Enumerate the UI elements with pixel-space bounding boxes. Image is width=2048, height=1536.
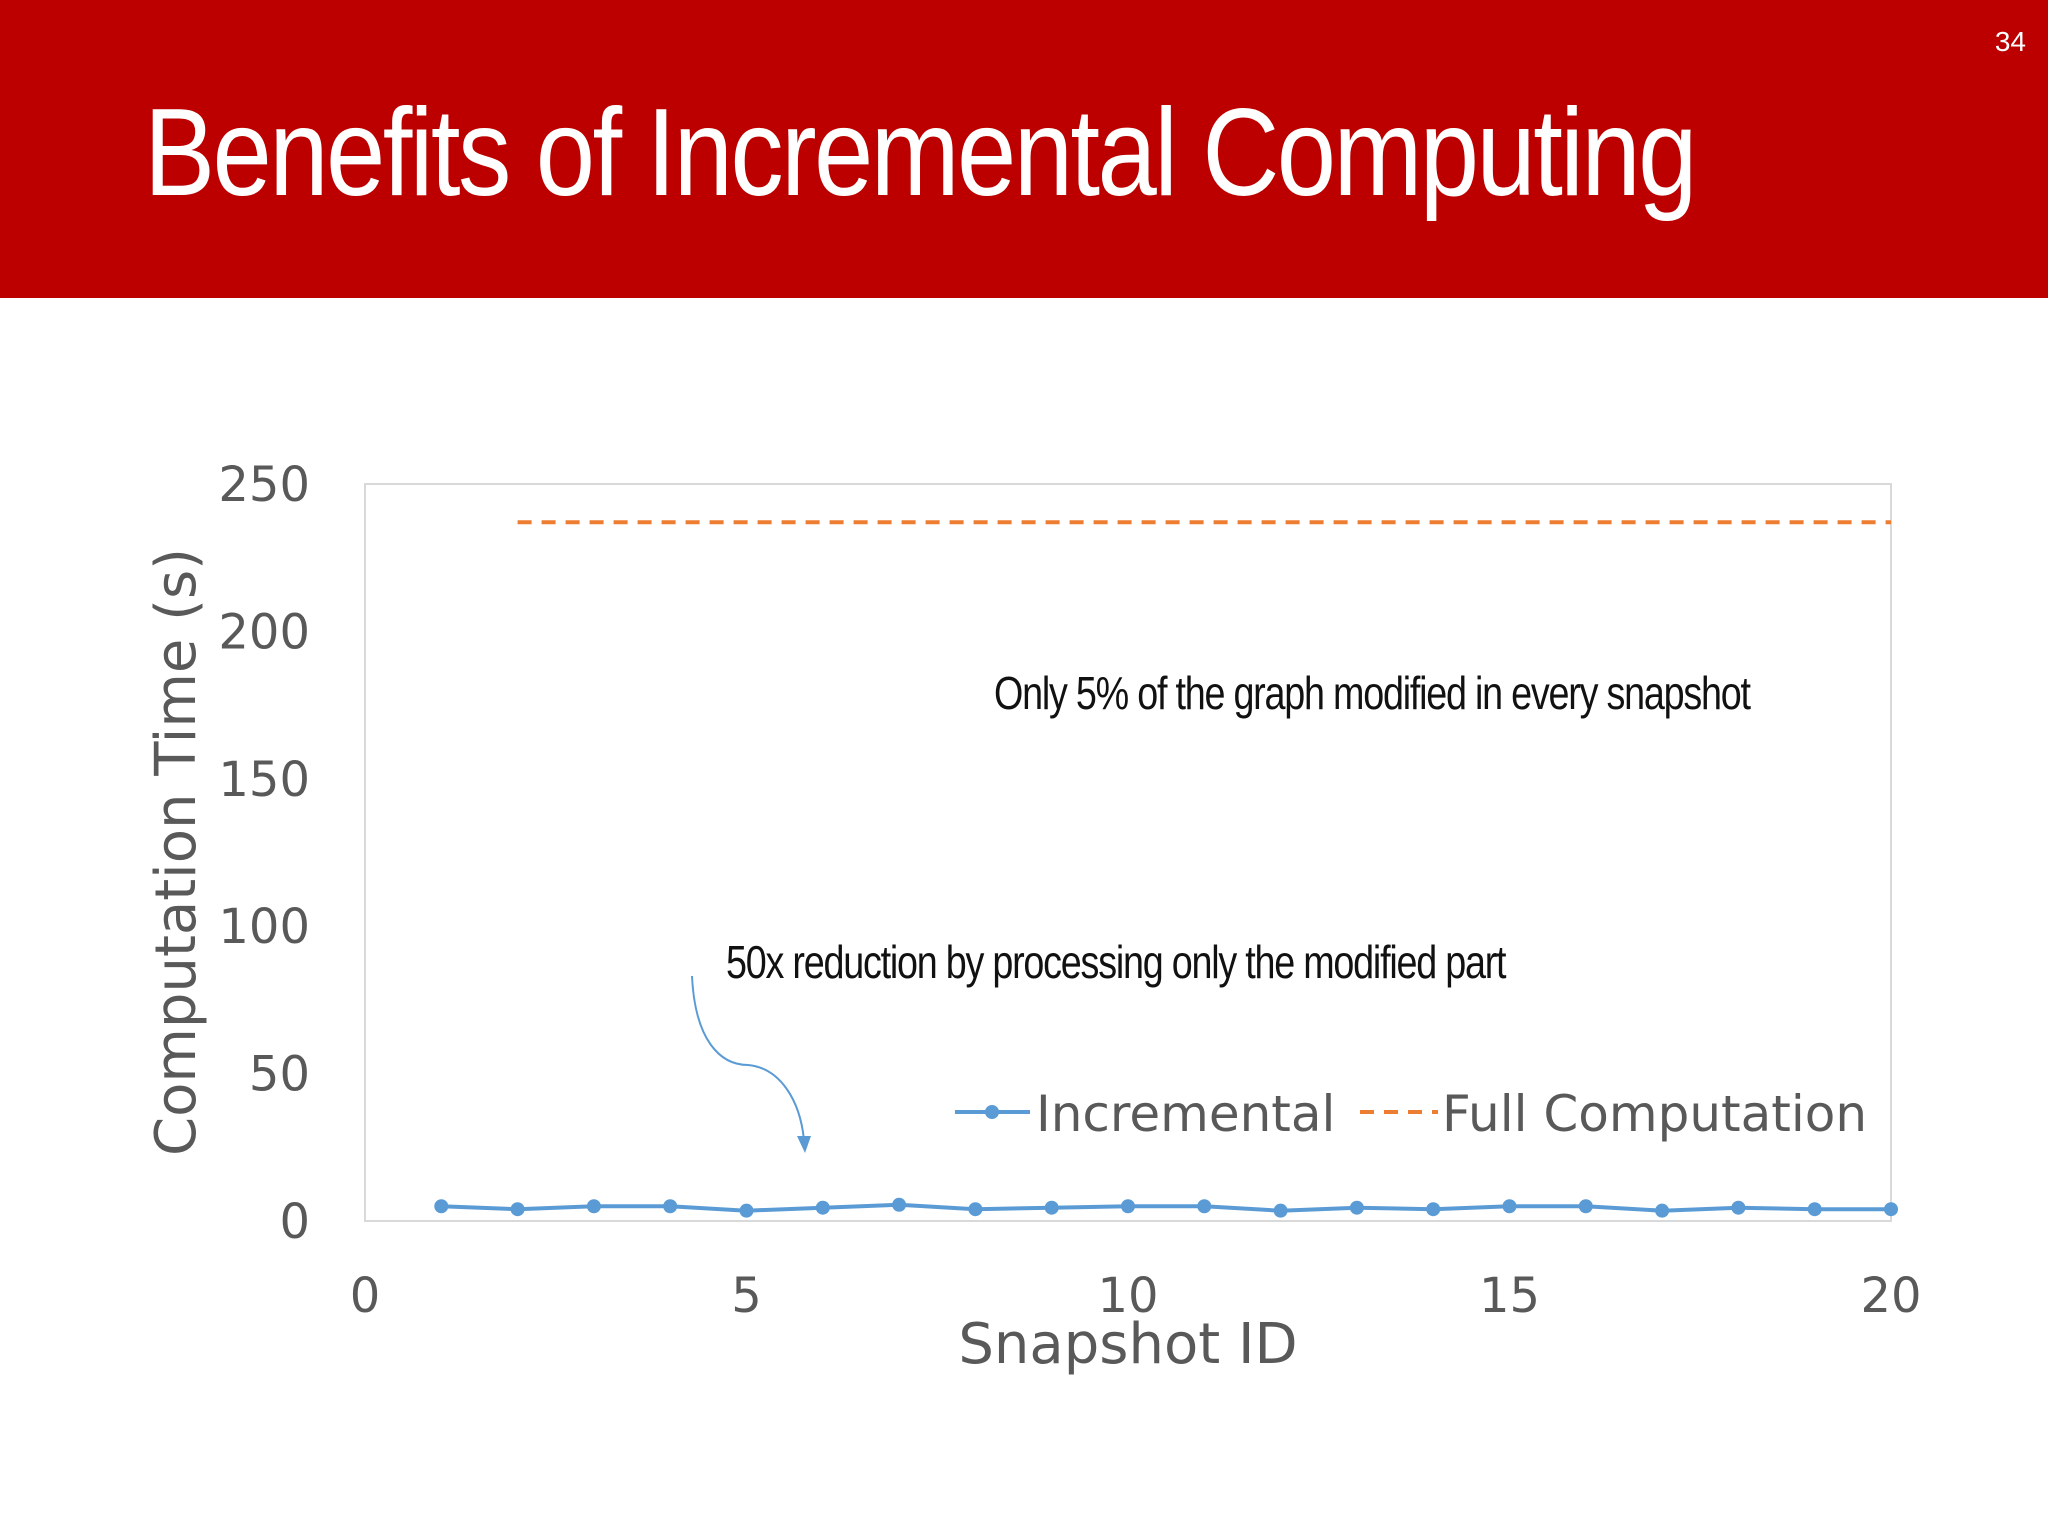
data-point bbox=[586, 1199, 601, 1214]
data-point bbox=[1349, 1200, 1364, 1215]
data-point bbox=[1578, 1199, 1593, 1214]
x-axis-ticks: 0 5 10 15 20 bbox=[350, 1268, 1922, 1324]
legend-full-computation-label: Full Computation bbox=[1442, 1085, 1867, 1143]
data-point bbox=[510, 1202, 525, 1217]
y-tick-label: 50 bbox=[249, 1047, 310, 1103]
legend-item-incremental: Incremental bbox=[955, 1085, 1335, 1143]
data-point bbox=[1655, 1203, 1670, 1218]
data-point bbox=[1731, 1200, 1746, 1215]
annotation-arrow bbox=[691, 975, 805, 1141]
data-point bbox=[663, 1199, 678, 1214]
data-point bbox=[1502, 1199, 1517, 1214]
data-point bbox=[434, 1199, 449, 1214]
annotation-arrow-head bbox=[797, 1136, 811, 1153]
annotation-reduction: 50x reduction by processing only the mod… bbox=[726, 936, 1507, 988]
data-point bbox=[892, 1197, 907, 1212]
x-tick-label: 0 bbox=[350, 1268, 381, 1324]
legend-item-full-computation: Full Computation bbox=[1360, 1085, 1867, 1143]
x-tick-label: 20 bbox=[1860, 1268, 1921, 1324]
legend-incremental-label: Incremental bbox=[1036, 1085, 1335, 1143]
annotation-snapshot-modification: Only 5% of the graph modified in every s… bbox=[994, 667, 1751, 719]
y-tick-label: 150 bbox=[218, 752, 310, 808]
data-point bbox=[968, 1202, 983, 1217]
y-tick-label: 250 bbox=[218, 457, 310, 513]
legend: Incremental Full Computation bbox=[955, 1085, 1867, 1143]
x-axis-label: Snapshot ID bbox=[958, 1312, 1297, 1377]
legend-incremental-marker bbox=[985, 1105, 999, 1119]
data-point bbox=[1197, 1199, 1212, 1214]
data-point bbox=[815, 1200, 830, 1215]
x-tick-label: 5 bbox=[731, 1268, 762, 1324]
data-point bbox=[1807, 1202, 1822, 1217]
data-point bbox=[1884, 1202, 1898, 1217]
y-axis-ticks: 0 50 100 150 200 250 bbox=[218, 457, 310, 1250]
y-axis-label: Computation Time (s) bbox=[144, 548, 209, 1156]
data-point bbox=[739, 1203, 754, 1218]
series-line-incremental bbox=[441, 1202, 1891, 1213]
plot-area-border bbox=[364, 483, 1892, 1222]
x-tick-label: 15 bbox=[1479, 1268, 1540, 1324]
data-point bbox=[1426, 1202, 1441, 1217]
series-layer bbox=[434, 520, 1898, 1218]
y-tick-label: 200 bbox=[218, 604, 310, 660]
data-point bbox=[1121, 1199, 1135, 1214]
y-tick-label: 100 bbox=[218, 899, 310, 955]
slide-number: 34 bbox=[1994, 26, 2026, 57]
slide-title: Benefits of Incremental Computing bbox=[144, 84, 1697, 222]
x-tick-label: 10 bbox=[1097, 1268, 1158, 1324]
data-point bbox=[1044, 1200, 1059, 1215]
title-banner: Benefits of Incremental Computing 34 bbox=[0, 0, 2048, 298]
data-point bbox=[1273, 1203, 1288, 1218]
y-tick-label: 0 bbox=[279, 1194, 310, 1250]
